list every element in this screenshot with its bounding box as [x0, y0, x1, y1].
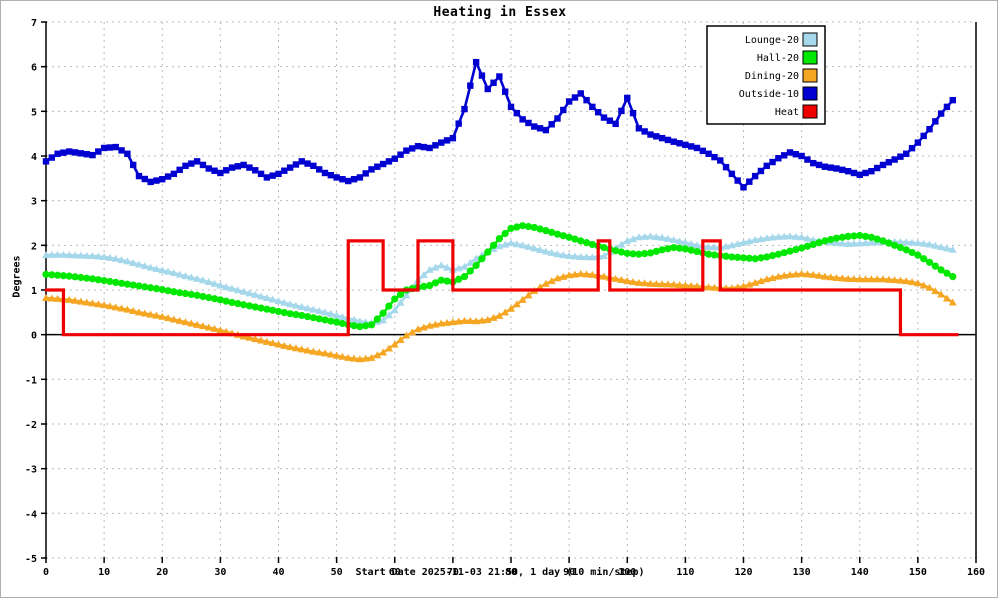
x-axis-label: Start Date 2025-11-03 21:50, 1 day (10 m… [355, 567, 645, 578]
x-tick-label: 160 [967, 567, 985, 578]
legend-swatch-4 [802, 104, 818, 119]
x-tick-label: 140 [851, 567, 869, 578]
y-tick-label: 7 [31, 18, 37, 29]
x-tick-label: 60 [389, 567, 401, 578]
series-hall-20 [42, 222, 957, 331]
page-title: Heating in Essex [433, 5, 567, 20]
x-tick-label: 50 [331, 567, 343, 578]
legend-box[interactable]: Lounge-20 Hall-20 Dining-20 Outside-10 Heat [706, 25, 826, 125]
x-tick-label: 10 [98, 567, 110, 578]
x-tick-label: 90 [563, 567, 575, 578]
legend-swatch-0 [802, 32, 818, 47]
legend-item-label-4: Heat [775, 107, 799, 118]
x-tick-label: 80 [505, 567, 517, 578]
x-tick-label: 70 [447, 567, 459, 578]
x-tick-label: 30 [214, 567, 226, 578]
x-tick-label: 120 [734, 567, 752, 578]
x-tick-label: 130 [793, 567, 811, 578]
x-tick-label: 150 [909, 567, 927, 578]
y-tick-label: -4 [25, 509, 37, 520]
y-tick-label: 2 [31, 241, 37, 252]
x-tick-label: 20 [156, 567, 168, 578]
y-tick-label: 1 [31, 286, 37, 297]
legend-item-label-2: Dining-20 [745, 71, 799, 82]
y-tick-label: 6 [31, 63, 37, 74]
legend-swatch-2 [802, 68, 818, 83]
legend-item-label-0: Lounge-20 [745, 35, 799, 46]
series-layer [42, 58, 959, 363]
y-tick-label: -3 [25, 465, 37, 476]
y-tick-label: -1 [25, 375, 37, 386]
y-tick-label: -2 [25, 420, 37, 431]
y-tick-label: 5 [31, 107, 37, 118]
y-tick-label: 0 [31, 331, 37, 342]
legend-swatch-3 [802, 86, 818, 101]
x-tick-label: 40 [272, 567, 284, 578]
x-tick-label: 0 [43, 567, 49, 578]
series-dining-20 [42, 269, 957, 363]
legend-item-label-3: Outside-10 [739, 89, 799, 100]
series-lounge-20 [42, 232, 957, 327]
legend-item-label-1: Hall-20 [757, 53, 799, 64]
x-tick-label: 100 [618, 567, 636, 578]
series-heat [44, 239, 959, 337]
y-tick-label: 3 [31, 197, 37, 208]
x-tick-label: 110 [676, 567, 694, 578]
legend-swatch-1 [802, 50, 818, 65]
series-outside-10 [42, 58, 956, 191]
y-tick-label: -5 [25, 554, 37, 565]
y-tick-label: 4 [31, 152, 37, 163]
